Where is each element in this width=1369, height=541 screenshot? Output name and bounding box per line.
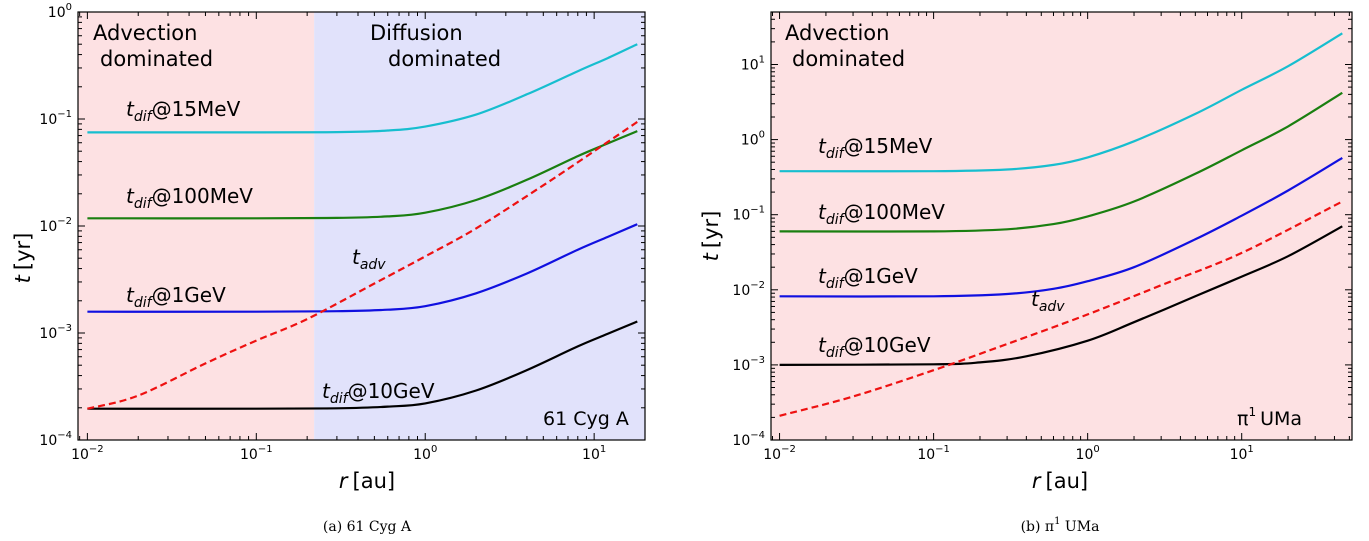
panel-b-xtick-label: 101 (1230, 444, 1254, 463)
panel-a-dif-label-1: Diffusion (370, 21, 463, 45)
panel-b-label-tadv: tadv (1031, 287, 1065, 315)
panel-a-series-3 (87, 320, 638, 410)
panel-b-series-0 (779, 32, 1343, 173)
panel-b-series-4 (779, 200, 1343, 417)
panel-a-region-0 (78, 12, 315, 440)
panel-b-frame (770, 11, 1353, 441)
panel-a-series-1 (87, 130, 638, 220)
panel-b-ytick-label: 101 (741, 54, 765, 73)
panel-a-label-tadv: tadv (352, 245, 386, 273)
panel-b-adv-label-2: dominated (792, 47, 905, 71)
panel-a-regions (78, 12, 645, 440)
panel-b-series-3 (779, 225, 1343, 366)
panel-a-adv-label-2: dominated (100, 47, 213, 71)
panel-a: 10−2 10−1 100 101 10−4 10−3 10−2 10−1 100 Advect… (11, 2, 646, 535)
panel-b-adv-label-1: Advection (785, 21, 889, 45)
panel-b-xtick-label: 100 (1076, 444, 1100, 463)
panel-b-ylabel: t[yr] (699, 211, 723, 262)
panel-a-xtick-label: 100 (413, 444, 437, 463)
panel-b-ticks: 10−2 10−1 100 101 10−4 10−3 10−2 10−1 100 101 (732, 11, 1352, 463)
panel-a-ytick-label: 10−3 (39, 323, 72, 342)
panel-a-ytick-label: 10−1 (39, 109, 72, 128)
panel-a-star-label: 61 Cyg A (543, 408, 629, 430)
panel-b-ytick-label: 10−1 (732, 205, 765, 224)
panel-b-ytick-label: 100 (741, 130, 765, 149)
panel-b-label-1gev: tdif@1GeV (818, 264, 918, 292)
panel-a-ytick-label: 10−2 (39, 216, 72, 235)
panel-a-dif-label-2: dominated (388, 47, 501, 71)
panel-b-star-label: π1 UMa (1237, 405, 1302, 430)
panel-a-caption: (a) 61 Cyg A (323, 519, 412, 535)
panel-a-label-10gev: tdif@10GeV (322, 379, 435, 407)
panel-a-series (87, 43, 638, 410)
panel-b-label-15mev: tdif@15MeV (818, 134, 933, 162)
panel-a-series-2 (87, 223, 638, 313)
panel-b-ytick-label: 10−4 (732, 430, 765, 449)
panel-b-series-2 (779, 156, 1343, 298)
panel-a-label-15mev: tdif@15MeV (126, 97, 241, 125)
panel-b-label-100mev: tdif@100MeV (818, 200, 945, 228)
panel-a-xtick-label: 10−2 (71, 444, 104, 463)
panel-b: 10−2 10−1 100 101 10−4 10−3 10−2 10−1 100 101 Adv… (699, 11, 1353, 535)
panel-b-xtick-label: 10−2 (763, 444, 796, 463)
panel-a-xlabel: r [au] (339, 469, 395, 493)
panel-b-caption: (b) π1 UMa (1021, 516, 1100, 535)
panel-b-series (779, 32, 1343, 417)
panel-a-xtick-label: 101 (582, 444, 606, 463)
panel-a-label-1gev: tdif@1GeV (126, 283, 226, 311)
panel-a-ticks: 10−2 10−1 100 101 10−4 10−3 10−2 10−1 100 (39, 2, 646, 463)
panel-b-ytick-label: 10−3 (732, 355, 765, 374)
panel-a-xtick-label: 10−1 (240, 444, 273, 463)
panel-b-label-10gev: tdif@10GeV (818, 333, 931, 361)
panel-b-series-1 (779, 91, 1343, 233)
panel-a-label-100mev: tdif@100MeV (126, 184, 253, 212)
panel-b-ytick-label: 10−2 (732, 280, 765, 299)
panel-b-xtick-label: 10−1 (917, 444, 950, 463)
panel-a-adv-label-1: Advection (93, 21, 197, 45)
panel-a-ytick-label: 10−4 (39, 430, 72, 449)
panel-b-regions (771, 12, 1352, 440)
panel-a-frame (77, 11, 646, 441)
panel-a-series-4 (87, 120, 638, 410)
panel-b-xlabel: r [au] (1032, 469, 1088, 493)
panel-b-region-0 (771, 12, 1352, 440)
panel-a-ylabel: t[yr] (11, 233, 35, 284)
panel-a-series-0 (87, 43, 638, 134)
panel-a-ytick-label: 100 (48, 2, 72, 21)
